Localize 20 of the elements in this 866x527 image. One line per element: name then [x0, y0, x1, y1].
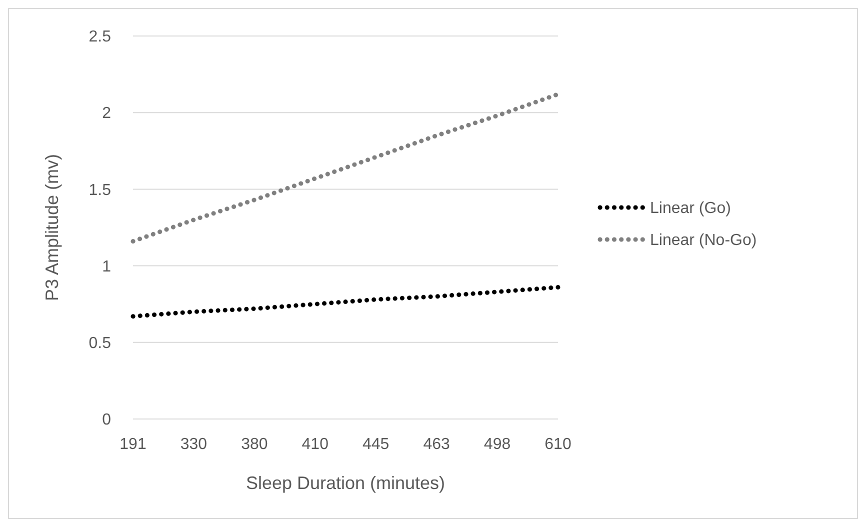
x-tick-label: 380 [241, 436, 268, 453]
x-tick-label: 445 [362, 436, 390, 453]
x-tick-label: 410 [302, 436, 329, 453]
y-axis-title: P3 Amplitude (mv) [42, 154, 62, 302]
y-tick-label: 0.5 [88, 335, 112, 352]
y-tick-label: 0 [102, 412, 112, 429]
legend-label: Linear (No-Go) [650, 232, 757, 250]
x-tick-label: 463 [423, 436, 450, 453]
x-tick-label: 330 [180, 436, 208, 453]
y-tick-label: 2 [102, 105, 112, 122]
legend-label: Linear (Go) [650, 200, 731, 218]
x-tick-label: 610 [544, 436, 572, 453]
line-series [130, 92, 560, 244]
x-axis-title: Sleep Duration (minutes) [246, 473, 446, 493]
x-tick-label: 191 [120, 436, 146, 453]
y-tick-label: 1 [102, 258, 112, 276]
y-tick-label: 1.5 [88, 182, 112, 199]
x-tick-label: 498 [484, 436, 511, 453]
y-tick-label: 2.5 [88, 28, 112, 46]
line-series [130, 285, 560, 319]
